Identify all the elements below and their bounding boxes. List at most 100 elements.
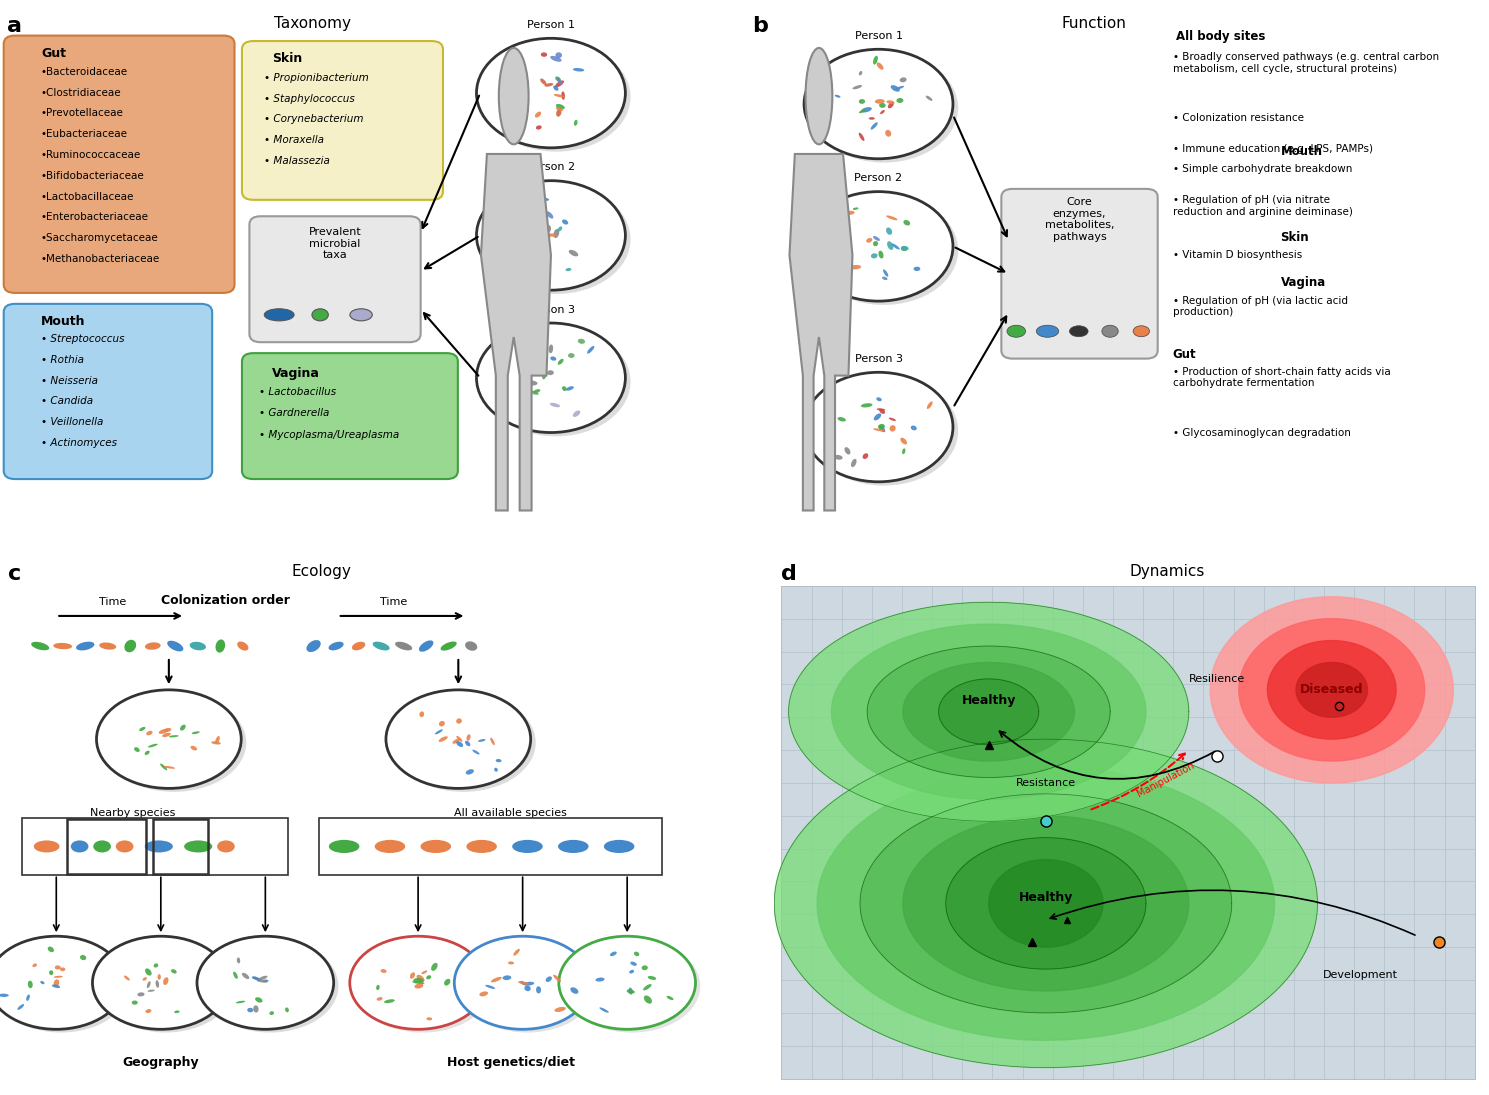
Ellipse shape [566,387,573,391]
Circle shape [454,936,591,1029]
Text: • Neisseria: • Neisseria [42,376,98,385]
Ellipse shape [887,102,893,108]
Ellipse shape [554,1007,566,1012]
Polygon shape [867,646,1111,777]
Ellipse shape [555,107,563,111]
Polygon shape [1267,641,1397,739]
Ellipse shape [834,454,843,460]
Polygon shape [1239,619,1425,761]
Ellipse shape [502,976,511,980]
Ellipse shape [862,453,868,459]
Text: Dynamics: Dynamics [1130,564,1205,579]
Ellipse shape [144,751,150,756]
Ellipse shape [185,841,213,852]
Polygon shape [1211,597,1453,783]
Ellipse shape [159,729,168,734]
Ellipse shape [134,747,140,752]
Ellipse shape [899,78,907,82]
Ellipse shape [418,641,433,652]
Ellipse shape [421,970,427,975]
Ellipse shape [146,1010,152,1013]
Circle shape [482,185,631,295]
Text: • Simple carbohydrate breakdown: • Simple carbohydrate breakdown [1173,164,1352,174]
Ellipse shape [549,403,560,407]
Text: Mouth: Mouth [1281,146,1322,158]
Ellipse shape [54,976,63,978]
Text: • Rothia: • Rothia [42,355,83,365]
Ellipse shape [511,227,517,233]
Ellipse shape [147,990,155,992]
Ellipse shape [554,94,564,97]
FancyBboxPatch shape [782,586,1474,1079]
Ellipse shape [545,83,554,87]
Circle shape [558,936,695,1029]
Ellipse shape [853,207,859,210]
Ellipse shape [871,253,877,258]
Ellipse shape [350,309,372,321]
Ellipse shape [167,641,183,652]
Ellipse shape [834,223,841,227]
Ellipse shape [884,130,892,137]
Ellipse shape [508,961,514,965]
Ellipse shape [241,972,249,979]
Ellipse shape [381,969,387,973]
FancyBboxPatch shape [319,818,661,875]
Ellipse shape [596,978,605,981]
Ellipse shape [31,642,49,650]
Ellipse shape [557,108,561,117]
Ellipse shape [634,952,639,956]
Ellipse shape [491,977,502,982]
Text: • Regulation of pH (via lactic acid
production): • Regulation of pH (via lactic acid prod… [1173,296,1348,318]
Ellipse shape [372,642,390,650]
Ellipse shape [527,390,539,395]
Ellipse shape [541,197,549,200]
Ellipse shape [253,977,259,980]
Ellipse shape [465,740,471,746]
Ellipse shape [889,425,896,431]
Ellipse shape [439,736,448,742]
Ellipse shape [667,995,673,1000]
Ellipse shape [375,840,405,853]
Text: •Bifidobacteriaceae: •Bifidobacteriaceae [42,171,144,181]
Text: All body sites: All body sites [1176,31,1266,43]
Ellipse shape [533,389,541,393]
Ellipse shape [144,841,173,852]
Circle shape [101,693,246,792]
Polygon shape [902,662,1075,761]
Ellipse shape [256,980,268,982]
Polygon shape [789,154,852,510]
Ellipse shape [881,277,887,280]
Ellipse shape [600,1007,609,1013]
Text: • Regulation of pH (via nitrate
reduction and arginine deiminase): • Regulation of pH (via nitrate reductio… [1173,195,1352,217]
Ellipse shape [859,132,865,141]
Ellipse shape [395,642,412,650]
Ellipse shape [828,238,837,243]
Ellipse shape [561,219,569,224]
Ellipse shape [49,970,54,976]
Ellipse shape [1007,325,1026,337]
Ellipse shape [441,642,457,650]
Ellipse shape [558,840,588,853]
Polygon shape [946,838,1147,969]
Text: Taxonomy: Taxonomy [274,16,351,32]
Ellipse shape [171,969,177,973]
Ellipse shape [852,459,856,468]
Text: Manipulation: Manipulation [1135,760,1196,798]
Ellipse shape [879,251,883,258]
Ellipse shape [71,841,88,852]
Text: Vagina: Vagina [272,367,320,380]
Ellipse shape [48,946,54,953]
Circle shape [810,195,959,304]
Text: •Ruminococcaceae: •Ruminococcaceae [42,150,141,160]
Ellipse shape [180,725,186,730]
Text: Diseased: Diseased [1300,683,1364,696]
Ellipse shape [217,841,235,852]
Text: Skin: Skin [1281,231,1309,244]
Ellipse shape [270,1011,274,1015]
Ellipse shape [630,961,637,966]
Text: Healthy: Healthy [1018,891,1074,904]
Ellipse shape [901,246,907,251]
Ellipse shape [137,992,144,996]
Ellipse shape [490,738,494,746]
Circle shape [386,690,530,788]
